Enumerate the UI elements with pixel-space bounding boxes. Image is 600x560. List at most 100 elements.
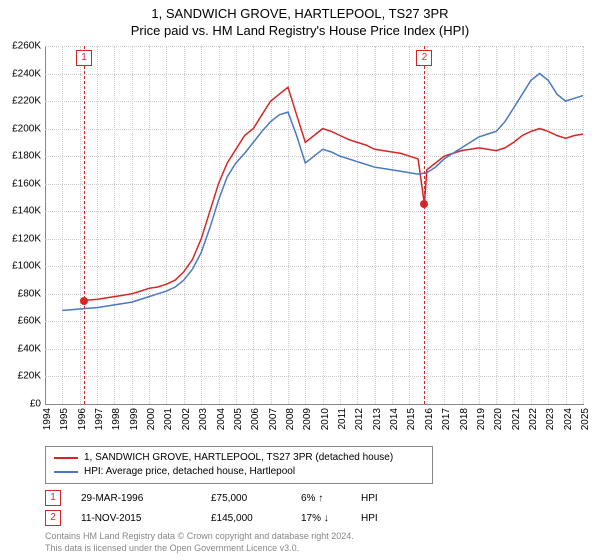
gridline-vertical: [271, 46, 272, 404]
legend: 1, SANDWICH GROVE, HARTLEPOOL, TS27 3PR …: [45, 446, 433, 484]
gridline-horizontal: [45, 376, 583, 377]
x-axis-label: 2014: [389, 408, 400, 430]
x-axis-label: 1994: [42, 408, 53, 430]
gridline-vertical: [253, 46, 254, 404]
gridline-horizontal: [45, 349, 583, 350]
x-axis-label: 2010: [320, 408, 331, 430]
x-axis-label: 2006: [250, 408, 261, 430]
x-axis-label: 1998: [111, 408, 122, 430]
gridline-vertical: [357, 46, 358, 404]
y-axis-label: £180K: [12, 151, 41, 162]
gridline-horizontal: [45, 101, 583, 102]
footer-line-2: This data is licensed under the Open Gov…: [45, 542, 354, 554]
x-axis-label: 2013: [372, 408, 383, 430]
gridline-vertical: [132, 46, 133, 404]
gridline-vertical: [496, 46, 497, 404]
sale-date: 11-NOV-2015: [81, 513, 211, 524]
sale-dot-1: [80, 297, 88, 305]
sale-pct: 6% ↑: [301, 493, 361, 504]
gridline-horizontal: [45, 211, 583, 212]
x-axis-label: 1997: [94, 408, 105, 430]
y-axis-label: £20K: [18, 371, 41, 382]
legend-swatch: [54, 457, 78, 459]
gridline-vertical: [305, 46, 306, 404]
gridline-horizontal: [45, 74, 583, 75]
plot-background: [45, 46, 584, 405]
sale-relative-to: HPI: [361, 513, 401, 524]
gridline-vertical: [114, 46, 115, 404]
y-axis-label: £40K: [18, 343, 41, 354]
y-axis-label: £240K: [12, 68, 41, 79]
y-axis-label: £60K: [18, 316, 41, 327]
gridline-vertical: [97, 46, 98, 404]
gridline-vertical: [583, 46, 584, 404]
x-axis-label: 2003: [198, 408, 209, 430]
x-axis-label: 2009: [302, 408, 313, 430]
x-axis-label: 2025: [580, 408, 591, 430]
x-axis-label: 2020: [493, 408, 504, 430]
y-axis-label: £200K: [12, 123, 41, 134]
y-axis-label: £100K: [12, 261, 41, 272]
gridline-horizontal: [45, 294, 583, 295]
sale-price: £145,000: [211, 513, 301, 524]
gridline-vertical: [201, 46, 202, 404]
x-axis-label: 2004: [216, 408, 227, 430]
gridline-horizontal: [45, 239, 583, 240]
gridline-vertical: [219, 46, 220, 404]
x-axis-label: 2019: [476, 408, 487, 430]
gridline-vertical: [184, 46, 185, 404]
x-axis-label: 2011: [337, 408, 348, 430]
gridline-vertical: [479, 46, 480, 404]
gridline-vertical: [236, 46, 237, 404]
footer-line-1: Contains HM Land Registry data © Crown c…: [45, 530, 354, 542]
x-axis-label: 2022: [528, 408, 539, 430]
gridline-vertical: [340, 46, 341, 404]
gridline-vertical: [462, 46, 463, 404]
x-axis-label: 2008: [285, 408, 296, 430]
sale-dot-2: [420, 200, 428, 208]
legend-row: 1, SANDWICH GROVE, HARTLEPOOL, TS27 3PR …: [54, 451, 424, 465]
gridline-vertical: [323, 46, 324, 404]
sales-table: 129-MAR-1996£75,0006% ↑HPI211-NOV-2015£1…: [45, 488, 401, 528]
x-axis-label: 2007: [268, 408, 279, 430]
sale-marker-1: 1: [76, 50, 92, 66]
y-axis-label: £0: [30, 399, 41, 410]
gridline-horizontal: [45, 129, 583, 130]
gridline-horizontal: [45, 184, 583, 185]
footer-note: Contains HM Land Registry data © Crown c…: [45, 530, 354, 554]
x-axis-label: 1996: [77, 408, 88, 430]
gridline-vertical: [392, 46, 393, 404]
gridline-vertical: [566, 46, 567, 404]
sale-relative-to: HPI: [361, 493, 401, 504]
x-axis-label: 2001: [163, 408, 174, 430]
sale-index-box: 2: [45, 510, 61, 526]
sale-vline-2: [424, 46, 425, 404]
gridline-vertical: [514, 46, 515, 404]
x-axis-label: 1995: [59, 408, 70, 430]
x-axis-label: 1999: [129, 408, 140, 430]
x-axis-label: 2012: [354, 408, 365, 430]
gridline-vertical: [531, 46, 532, 404]
gridline-horizontal: [45, 46, 583, 47]
gridline-vertical: [62, 46, 63, 404]
y-axis-label: £160K: [12, 178, 41, 189]
chart-area: 12 £0£20K£40K£60K£80K£100K£120K£140K£160…: [45, 46, 583, 404]
legend-swatch: [54, 471, 78, 473]
chart-subtitle: Price paid vs. HM Land Registry's House …: [0, 21, 600, 38]
arrow-up-icon: ↑: [318, 493, 323, 504]
gridline-vertical: [149, 46, 150, 404]
x-axis-label: 2021: [511, 408, 522, 430]
x-axis-label: 2016: [424, 408, 435, 430]
gridline-horizontal: [45, 266, 583, 267]
gridline-vertical: [409, 46, 410, 404]
sales-row: 129-MAR-1996£75,0006% ↑HPI: [45, 488, 401, 508]
gridline-vertical: [80, 46, 81, 404]
gridline-vertical: [427, 46, 428, 404]
y-axis-label: £80K: [18, 288, 41, 299]
gridline-horizontal: [45, 156, 583, 157]
x-axis-label: 2005: [233, 408, 244, 430]
sale-index-box: 1: [45, 490, 61, 506]
x-axis-label: 2015: [406, 408, 417, 430]
y-axis-label: £140K: [12, 206, 41, 217]
x-axis-label: 2018: [459, 408, 470, 430]
